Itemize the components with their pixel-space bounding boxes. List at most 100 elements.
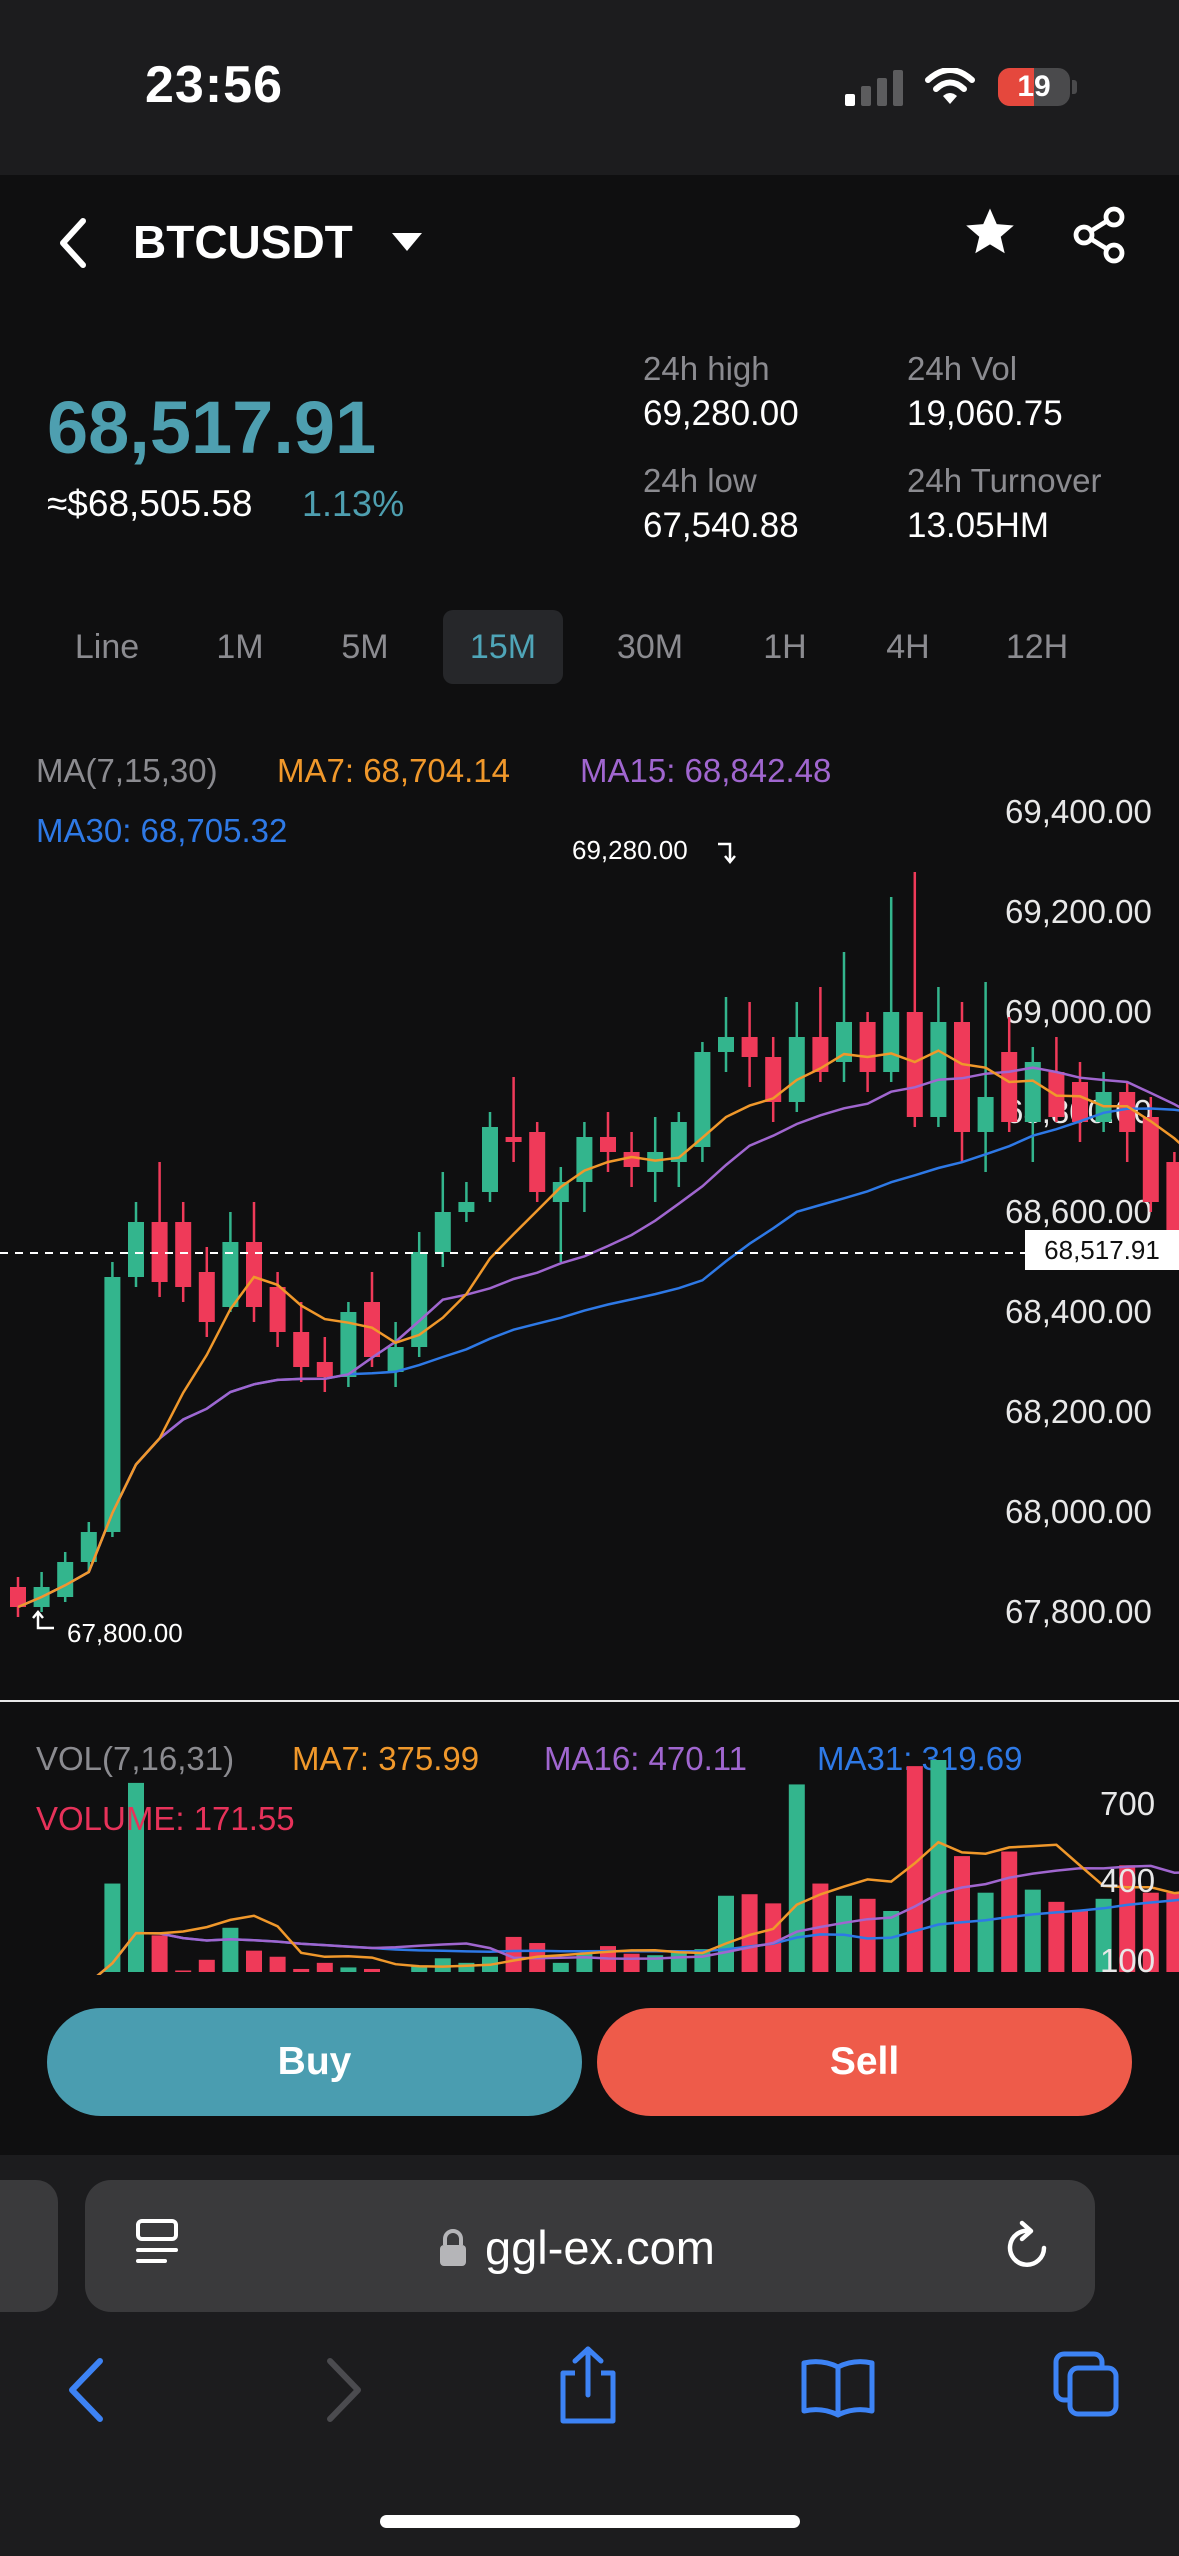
candle-body	[340, 1312, 357, 1377]
candle-body	[175, 1222, 192, 1287]
candle-body	[836, 1022, 852, 1062]
y-axis-label: 69,000.00	[1005, 993, 1152, 1030]
volume-bar	[1142, 1892, 1159, 1972]
tab-5m[interactable]: 5M	[341, 628, 389, 666]
volume-chart[interactable]	[0, 1760, 1179, 1975]
volume-bar	[222, 1927, 239, 1972]
y-axis-label: 68,000.00	[1005, 1493, 1152, 1530]
candle-body	[906, 1012, 923, 1117]
back-icon[interactable]	[55, 215, 91, 271]
volume-bar	[1166, 1892, 1179, 1972]
tab-1m[interactable]: 1M	[216, 628, 264, 666]
turnover-value: 13.05HM	[907, 506, 1050, 545]
volume-bar	[1072, 1911, 1088, 1972]
low-marker: 67,800.00	[67, 1618, 183, 1648]
low-label: 24h low	[643, 462, 757, 499]
candle-body	[316, 1362, 333, 1377]
candlestick-chart[interactable]	[0, 800, 1179, 1680]
volume-bar	[718, 1895, 734, 1972]
symbol-title[interactable]: BTCUSDT	[133, 216, 353, 268]
volume-bar	[977, 1892, 994, 1972]
volume-label: VOLUME: 171.55	[36, 1800, 295, 1837]
candle-body	[647, 1152, 664, 1172]
candle-body	[1166, 1162, 1179, 1242]
candle-body	[482, 1127, 498, 1192]
tab-line[interactable]: Line	[74, 628, 140, 666]
volume-bar	[364, 1968, 380, 1972]
ma15-label: MA15: 68,842.48	[580, 752, 832, 789]
candle-body	[293, 1332, 310, 1367]
battery-level: 19	[1017, 70, 1051, 103]
vol-ma16-label: MA16: 470.11	[544, 1740, 748, 1777]
candle-body	[765, 1057, 782, 1102]
usd-price: ≈$68,505.58	[47, 483, 253, 524]
buy-button[interactable]: Buy	[47, 2008, 582, 2116]
candle-body	[246, 1242, 262, 1307]
browser-forward-icon[interactable]	[318, 2355, 368, 2425]
tab-12h[interactable]: 12H	[1005, 628, 1069, 666]
favorite-star-icon[interactable]	[962, 205, 1018, 261]
bookmarks-icon[interactable]	[800, 2355, 876, 2419]
tabs-icon[interactable]	[1052, 2350, 1122, 2420]
volume-bar	[1024, 1889, 1041, 1972]
vol-label: 24h Vol	[907, 350, 1018, 387]
candle-body	[387, 1347, 404, 1372]
volume-bar	[151, 1935, 168, 1972]
high-marker-arrow-icon	[718, 842, 736, 864]
tab-1h[interactable]: 1H	[763, 628, 807, 666]
candle-body	[151, 1222, 168, 1282]
ma-title: MA(7,15,30)	[36, 752, 218, 789]
vol-ma7-line	[96, 1840, 1179, 1975]
candle-body	[505, 1137, 522, 1142]
share-icon[interactable]	[1070, 205, 1130, 265]
cellular-signal-icon	[845, 70, 903, 106]
volume-bar	[316, 1962, 333, 1972]
volume-axis-label: 100	[1100, 1942, 1156, 1979]
share-sheet-icon[interactable]	[555, 2345, 621, 2427]
volume-bar	[954, 1856, 970, 1972]
candle-body	[434, 1212, 451, 1252]
vol-ma7-label: MA7: 375.99	[292, 1740, 480, 1777]
volume-bar	[1001, 1851, 1018, 1972]
candle-body	[104, 1277, 121, 1532]
volume-bar	[458, 1962, 475, 1972]
reader-mode-icon[interactable]	[135, 2218, 181, 2272]
tab-4h[interactable]: 4H	[886, 628, 930, 666]
volume-axis-label: 400	[1100, 1862, 1156, 1899]
address-bar[interactable]	[85, 2180, 1095, 2312]
ma15-line	[17, 1066, 1179, 1609]
candle-body	[812, 1037, 829, 1072]
y-axis-label: 67,800.00	[1005, 1593, 1152, 1630]
reload-icon[interactable]	[1002, 2218, 1054, 2274]
candle-body	[623, 1152, 640, 1167]
candle-body	[977, 1097, 994, 1132]
candle-body	[718, 1037, 734, 1052]
volume-bar	[505, 1936, 522, 1972]
candle-body	[600, 1137, 616, 1152]
candle-body	[458, 1202, 475, 1212]
volume-bar	[198, 1959, 215, 1972]
previous-tab-preview[interactable]	[0, 2180, 58, 2312]
high-value: 69,280.00	[643, 394, 799, 433]
candle-body	[741, 1037, 758, 1057]
volume-bar	[859, 1898, 876, 1972]
volume-bar	[104, 1883, 121, 1972]
browser-back-icon[interactable]	[62, 2355, 112, 2425]
candle-body	[552, 1182, 569, 1202]
volume-bar	[434, 1958, 451, 1972]
sell-button[interactable]: Sell	[597, 2008, 1132, 2116]
candle-body	[670, 1122, 687, 1162]
volume-bar	[765, 1903, 782, 1972]
high-marker: 69,280.00	[572, 835, 688, 865]
candle-body	[411, 1252, 428, 1347]
tab-30m[interactable]: 30M	[616, 628, 684, 666]
candle-body	[364, 1302, 380, 1357]
symbol-dropdown-icon[interactable]	[390, 230, 424, 254]
candle-body	[859, 1022, 876, 1072]
url-text[interactable]: ggl-ex.com	[485, 2221, 715, 2274]
change-percent: 1.13%	[302, 483, 405, 524]
tab-15m[interactable]: 15M	[443, 610, 563, 684]
volume-bar	[175, 1970, 192, 1972]
volume-bar	[1048, 1901, 1065, 1972]
volume-bar	[788, 1784, 805, 1972]
